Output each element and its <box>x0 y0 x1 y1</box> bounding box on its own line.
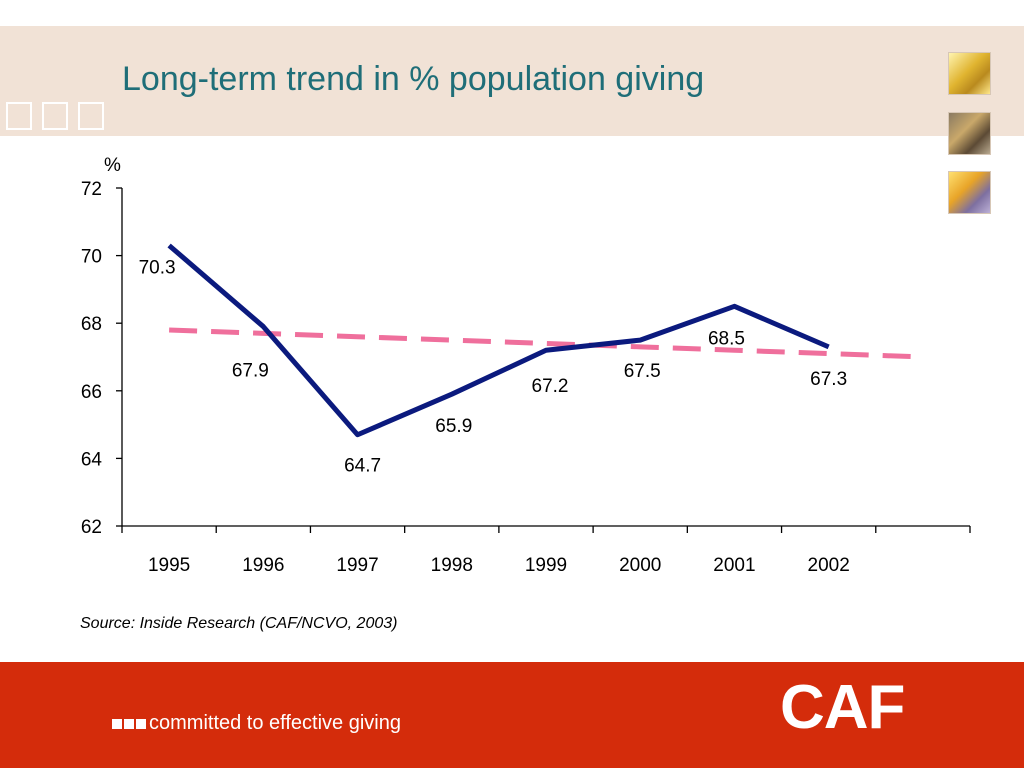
y-axis-label: % <box>104 155 121 176</box>
data-label: 67.5 <box>624 361 661 382</box>
tagline: committed to effective giving <box>112 712 401 735</box>
y-tick-label: 70 <box>81 247 102 268</box>
series-line <box>167 243 830 438</box>
photo-thumbnail-2 <box>948 112 991 155</box>
y-tick-label: 66 <box>81 382 102 403</box>
y-tick-label: 64 <box>81 449 103 470</box>
x-tick-label: 1995 <box>148 555 190 576</box>
data-label: 65.9 <box>435 416 472 437</box>
outline-box <box>78 102 104 130</box>
data-label: 68.5 <box>708 328 745 349</box>
footer-band <box>0 662 1024 768</box>
y-tick-label: 68 <box>81 314 102 335</box>
photo-thumbnail-3 <box>948 171 991 214</box>
caf-logo: CAF <box>780 673 905 742</box>
x-tick-label: 2001 <box>713 555 755 576</box>
decorative-boxes <box>6 102 104 130</box>
square-bullets-icon <box>112 718 146 729</box>
source-note: Source: Inside Research (CAF/NCVO, 2003) <box>80 615 398 632</box>
x-tick-label: 1996 <box>242 555 284 576</box>
header-band <box>0 26 1024 136</box>
page-title: Long-term trend in % population giving <box>122 60 705 98</box>
y-tick-label: 72 <box>81 179 102 200</box>
data-label: 67.2 <box>532 376 569 397</box>
data-label: 67.9 <box>232 361 269 382</box>
outline-box <box>42 102 68 130</box>
data-label: 70.3 <box>139 257 176 278</box>
line-chart: 62 64 66 68 70 72% 1995 1996 1997 1998 1999 2000 200… <box>81 155 971 576</box>
x-tick-label: 2002 <box>808 555 850 576</box>
x-tick-label: 2000 <box>619 555 661 576</box>
x-tick-label: 1997 <box>336 555 378 576</box>
data-label: 67.3 <box>810 369 847 390</box>
data-label: 64.7 <box>344 456 381 477</box>
tagline-text: committed to effective giving <box>149 712 401 734</box>
x-tick-label: 1999 <box>525 555 567 576</box>
outline-box <box>6 102 32 130</box>
x-tick-label: 1998 <box>431 555 473 576</box>
photo-thumbnail-1 <box>948 52 991 95</box>
y-tick-label: 62 <box>81 517 102 538</box>
